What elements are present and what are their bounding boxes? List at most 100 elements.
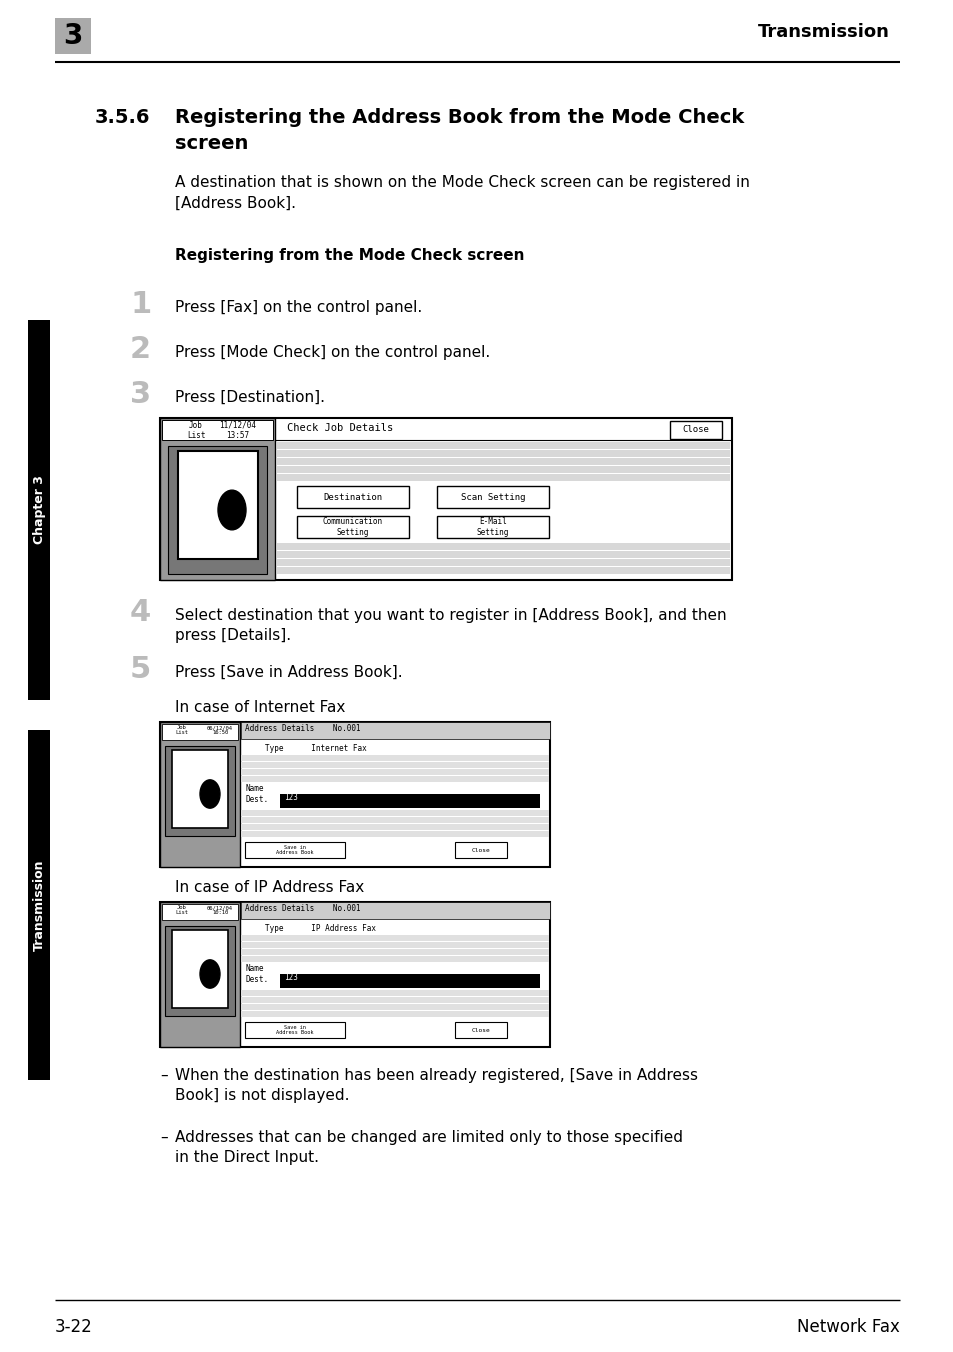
Text: Type      IP Address Fax: Type IP Address Fax bbox=[265, 923, 375, 933]
Text: Registering from the Mode Check screen: Registering from the Mode Check screen bbox=[174, 247, 524, 264]
Bar bbox=[55, 18, 91, 54]
Bar bbox=[241, 942, 548, 948]
Text: Network Fax: Network Fax bbox=[797, 1318, 899, 1336]
Text: Save in
Address Book: Save in Address Book bbox=[276, 1025, 314, 1036]
Bar bbox=[28, 730, 50, 1080]
Bar bbox=[436, 516, 548, 538]
Text: Press [Save in Address Book].: Press [Save in Address Book]. bbox=[174, 665, 402, 680]
Text: 06/12/04
16:50: 06/12/04 16:50 bbox=[207, 725, 233, 735]
Text: Destination: Destination bbox=[323, 492, 382, 502]
Bar bbox=[241, 902, 550, 919]
Text: Job
List: Job List bbox=[187, 420, 205, 439]
Bar bbox=[241, 990, 548, 996]
Bar bbox=[165, 926, 234, 1015]
Bar bbox=[276, 558, 729, 566]
Text: A destination that is shown on the Mode Check screen can be registered in
[Addre: A destination that is shown on the Mode … bbox=[174, 174, 749, 211]
Bar bbox=[296, 485, 409, 508]
Text: Scan Setting: Scan Setting bbox=[460, 492, 525, 502]
Bar bbox=[241, 763, 548, 768]
Bar bbox=[276, 442, 729, 449]
Bar bbox=[241, 936, 548, 941]
Bar bbox=[241, 956, 548, 963]
Bar bbox=[276, 466, 729, 473]
Text: Dest.: Dest. bbox=[245, 975, 268, 984]
Bar bbox=[172, 930, 228, 1009]
Text: Close: Close bbox=[471, 1028, 490, 1033]
Bar bbox=[276, 566, 729, 575]
Text: E-Mail
Setting: E-Mail Setting bbox=[476, 516, 509, 537]
Bar bbox=[160, 418, 731, 580]
Text: In case of Internet Fax: In case of Internet Fax bbox=[174, 700, 345, 715]
Text: Close: Close bbox=[681, 426, 709, 434]
Circle shape bbox=[200, 960, 220, 988]
Text: Name: Name bbox=[245, 784, 263, 794]
Text: 06/12/04
10:10: 06/12/04 10:10 bbox=[207, 904, 233, 915]
Bar bbox=[276, 475, 729, 481]
Bar bbox=[669, 420, 721, 439]
Bar bbox=[276, 458, 729, 465]
Text: 1: 1 bbox=[130, 289, 152, 319]
Bar bbox=[168, 446, 267, 575]
Bar bbox=[241, 776, 548, 781]
Bar bbox=[172, 750, 228, 827]
Bar bbox=[276, 552, 729, 558]
Bar bbox=[241, 823, 548, 830]
Text: 4: 4 bbox=[130, 598, 152, 627]
Bar bbox=[241, 1011, 548, 1017]
Bar bbox=[160, 418, 274, 580]
Bar bbox=[160, 722, 240, 867]
Text: Press [Destination].: Press [Destination]. bbox=[174, 389, 325, 406]
Bar bbox=[245, 1022, 345, 1038]
Bar bbox=[241, 810, 548, 817]
Circle shape bbox=[200, 780, 220, 808]
Text: Job
List: Job List bbox=[175, 725, 189, 735]
Text: When the destination has been already registered, [Save in Address
Book] is not : When the destination has been already re… bbox=[174, 1068, 698, 1103]
Text: Save in
Address Book: Save in Address Book bbox=[276, 845, 314, 856]
Text: Job
List: Job List bbox=[175, 904, 189, 915]
Bar bbox=[296, 516, 409, 538]
Text: Address Details    No.001: Address Details No.001 bbox=[245, 904, 360, 913]
Text: Name: Name bbox=[245, 964, 263, 973]
Text: Press [Mode Check] on the control panel.: Press [Mode Check] on the control panel. bbox=[174, 345, 490, 360]
Bar bbox=[245, 842, 345, 859]
Bar bbox=[162, 904, 237, 919]
Bar bbox=[162, 725, 237, 740]
Text: Dest.: Dest. bbox=[245, 795, 268, 804]
Text: Registering the Address Book from the Mode Check: Registering the Address Book from the Mo… bbox=[174, 108, 743, 127]
Text: Addresses that can be changed are limited only to those specified
in the Direct : Addresses that can be changed are limite… bbox=[174, 1130, 682, 1165]
Text: Address Details    No.001: Address Details No.001 bbox=[245, 725, 360, 733]
Text: 123: 123 bbox=[284, 973, 297, 983]
Bar bbox=[241, 769, 548, 775]
Text: Transmission: Transmission bbox=[32, 860, 46, 950]
Text: Check Job Details: Check Job Details bbox=[287, 423, 393, 433]
Bar bbox=[276, 544, 729, 550]
Text: Close: Close bbox=[471, 848, 490, 853]
Text: 11/12/04
13:57: 11/12/04 13:57 bbox=[219, 420, 256, 439]
Bar bbox=[455, 842, 506, 859]
Text: 5: 5 bbox=[130, 654, 152, 684]
Circle shape bbox=[218, 491, 246, 530]
Bar bbox=[160, 722, 550, 867]
Text: 3: 3 bbox=[130, 380, 151, 410]
Bar bbox=[241, 754, 548, 761]
Bar bbox=[241, 949, 548, 955]
Bar bbox=[160, 902, 240, 1046]
Text: 2: 2 bbox=[130, 335, 151, 364]
Text: Transmission: Transmission bbox=[758, 23, 889, 41]
Bar bbox=[160, 902, 550, 1046]
Bar bbox=[162, 420, 273, 439]
Bar bbox=[28, 320, 50, 700]
Text: 3: 3 bbox=[63, 22, 83, 50]
Bar bbox=[241, 722, 550, 740]
Bar bbox=[276, 450, 729, 457]
Text: Communication
Setting: Communication Setting bbox=[323, 516, 383, 537]
Text: In case of IP Address Fax: In case of IP Address Fax bbox=[174, 880, 364, 895]
Text: Press [Fax] on the control panel.: Press [Fax] on the control panel. bbox=[174, 300, 422, 315]
Bar bbox=[178, 452, 257, 558]
Text: 3-22: 3-22 bbox=[55, 1318, 92, 1336]
Text: Type      Internet Fax: Type Internet Fax bbox=[265, 744, 366, 753]
Bar bbox=[455, 1022, 506, 1038]
Text: Chapter 3: Chapter 3 bbox=[32, 476, 46, 545]
Text: 123: 123 bbox=[284, 794, 297, 803]
Text: Select destination that you want to register in [Address Book], and then
press [: Select destination that you want to regi… bbox=[174, 608, 726, 644]
